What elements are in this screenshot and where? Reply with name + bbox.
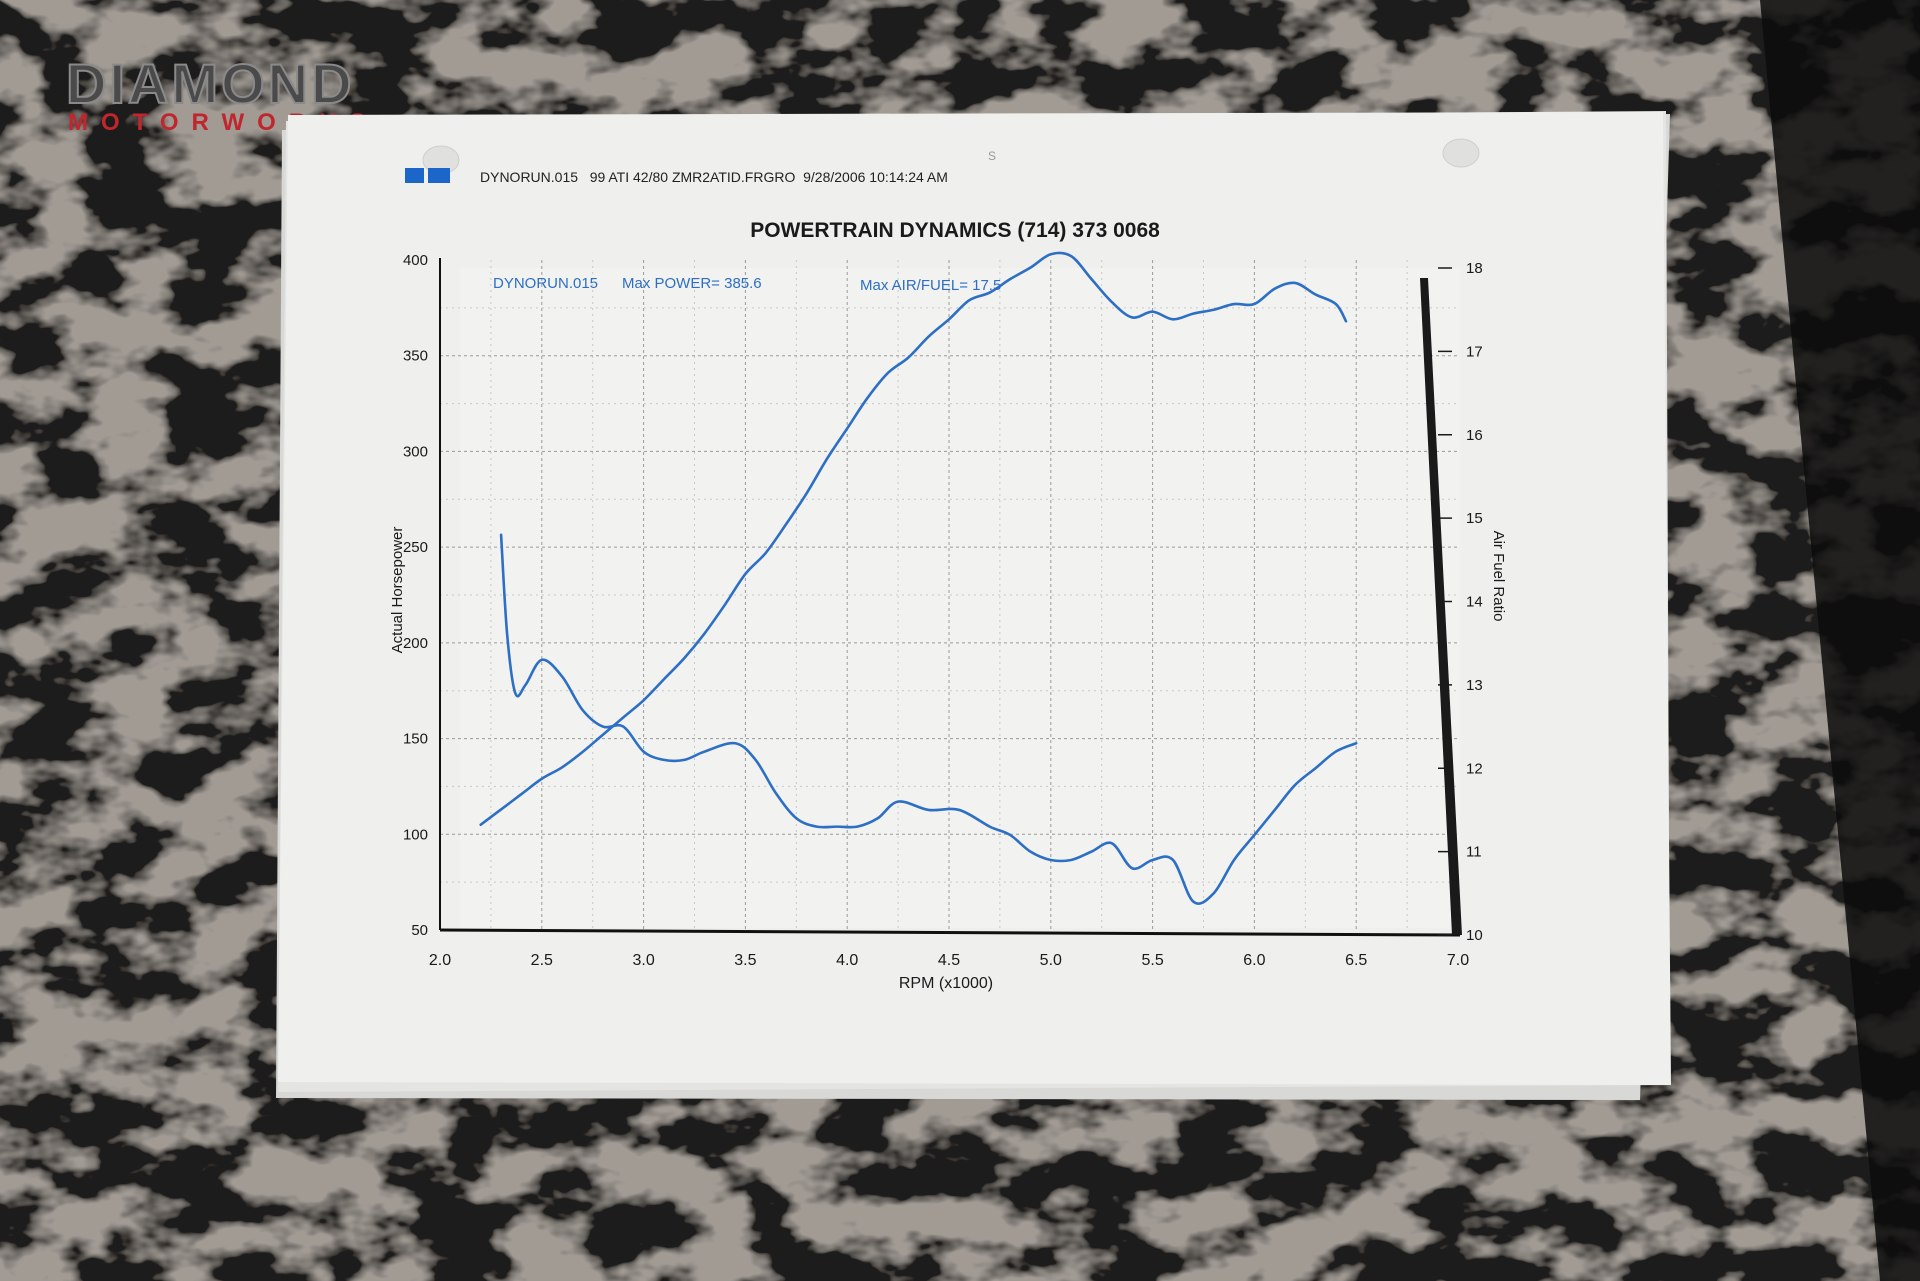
y2-tick-label: 11	[1466, 844, 1482, 861]
x-tick-label: 7.0	[1447, 952, 1469, 969]
series-layer	[479, 251, 1358, 905]
page-mark: S	[988, 149, 996, 163]
chart-title: POWERTRAIN DYNAMICS (714) 373 0068	[750, 219, 1160, 242]
x-axis-label: RPM (x1000)	[899, 975, 993, 992]
plot-area	[439, 258, 1462, 937]
x-tick-label: 3.0	[632, 952, 654, 969]
y-tick-label: 150	[403, 731, 428, 748]
y-tick-label: 350	[403, 348, 428, 365]
x-tick-label: 5.0	[1040, 952, 1062, 969]
punch-hole-right	[1442, 138, 1480, 168]
x-tick-label: 2.0	[429, 952, 451, 969]
y2-tick-label: 18	[1466, 260, 1483, 277]
x-tick-label: 4.0	[836, 952, 858, 969]
header-file-info: DYNORUN.015 99 ATI 42/80 ZMR2ATID.FRGRO …	[480, 169, 948, 185]
legend-square-1	[405, 168, 424, 183]
y2-axis-label: Air Fuel Ratio	[1490, 531, 1507, 622]
series-line-air-fuel	[499, 533, 1358, 905]
watermark-brand: DIAMOND	[65, 52, 355, 115]
y2-tick-label: 12	[1466, 760, 1483, 777]
y-tick-label: 100	[403, 826, 428, 843]
x-axis-line	[439, 928, 1461, 937]
y-tick-label: 250	[403, 539, 428, 556]
annotation-max-af: Max AIR/FUEL= 17.5	[860, 277, 1001, 294]
x-tick-label: 3.5	[734, 952, 756, 969]
y2-tick-label: 13	[1466, 677, 1483, 694]
legend-square-2	[428, 168, 450, 183]
y-tick-label: 200	[403, 635, 428, 652]
x-tick-label: 2.5	[531, 952, 553, 969]
y2-tick-label: 14	[1466, 594, 1483, 611]
series-line-horsepower	[479, 251, 1348, 827]
x-tick-label: 6.5	[1345, 952, 1367, 969]
y2-axis-bar	[1420, 278, 1462, 935]
y2-tick-label: 17	[1466, 343, 1483, 360]
x-tick-label: 5.5	[1141, 952, 1163, 969]
x-tick-label: 6.0	[1243, 952, 1265, 969]
axis-ticks: 2.0 2.5 3.0 3.5 4.0 4.5 5.0 5.5 6.0 6.5 7.0 50 100 15…	[403, 252, 1483, 969]
y2-tick-label: 15	[1466, 510, 1483, 527]
grid-lines	[440, 260, 1458, 930]
y2-tick-label: 16	[1466, 427, 1483, 444]
x-tick-label: 4.5	[938, 952, 960, 969]
y-tick-label: 300	[403, 443, 428, 460]
y-tick-label: 50	[411, 922, 428, 939]
annotation-run: DYNORUN.015	[493, 275, 598, 292]
y2-tick-label: 10	[1466, 927, 1483, 944]
y-tick-label: 400	[403, 252, 428, 269]
y-axis-label: Actual Horsepower	[389, 527, 406, 654]
annotation-max-power: Max POWER= 385.6	[622, 275, 762, 292]
